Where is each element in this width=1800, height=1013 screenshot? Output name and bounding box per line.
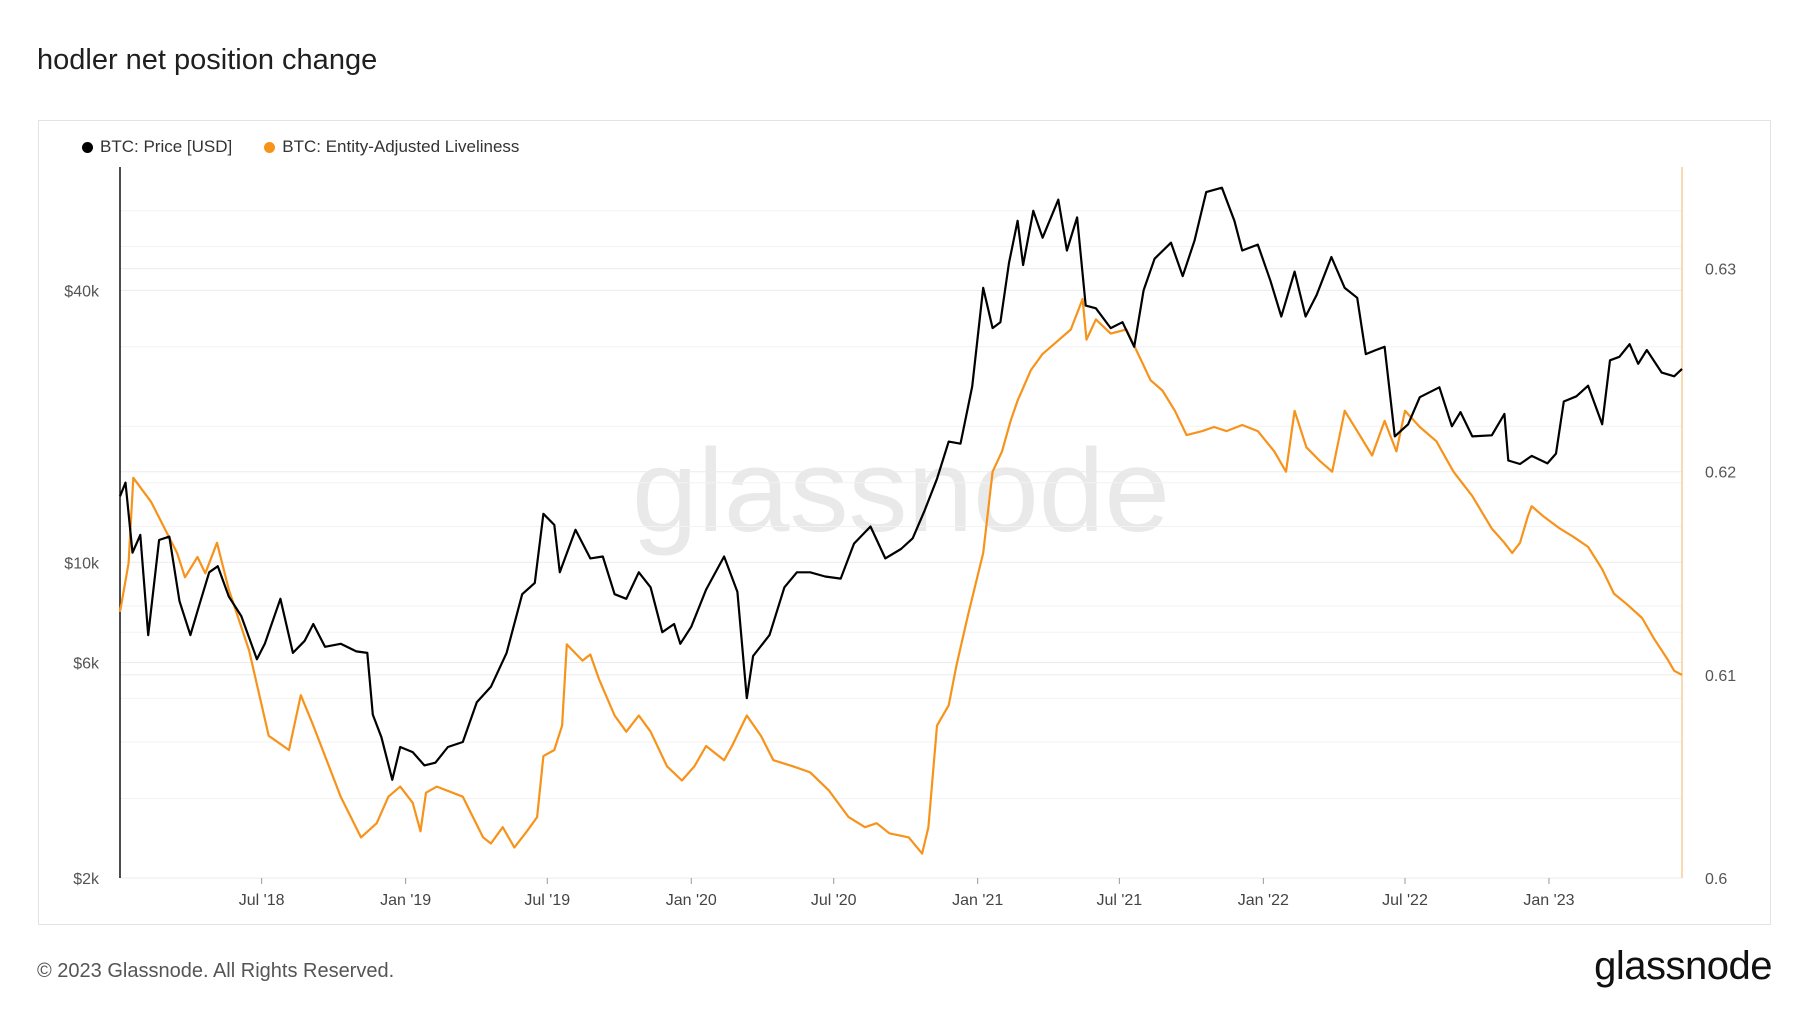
line-chart: glassnode $2k $6k $10k $40k 0.6 0.61 0.62 0.63 Ju… [64,167,1736,909]
x-axis-tick-label: Jan '20 [666,892,717,909]
x-axis-tick-label: Jan '21 [952,892,1003,909]
right-axis-tick-label: 0.6 [1705,871,1727,888]
right-axis-tick-label: 0.62 [1705,465,1736,482]
watermark-text: glassnode [632,425,1170,557]
x-axis-tick-label: Jul '21 [1096,892,1142,909]
copyright-text: © 2023 Glassnode. All Rights Reserved. [37,960,395,982]
legend-item-liveliness[interactable]: BTC: Entity-Adjusted Liveliness [264,137,519,157]
left-axis-tick-label: $6k [73,655,100,672]
legend-item-price[interactable]: BTC: Price [USD] [82,137,232,157]
chart-card: BTC: Price [USD] BTC: Entity-Adjusted Li… [38,120,1771,925]
glassnode-logo: glassnode [1594,944,1772,988]
legend-price-label: BTC: Price [USD] [100,137,233,156]
x-axis-tick-label: Jan '19 [380,892,431,909]
legend: BTC: Price [USD] BTC: Entity-Adjusted Li… [82,137,519,157]
legend-liveliness-label: BTC: Entity-Adjusted Liveliness [282,137,520,156]
left-axis-tick-label: $2k [73,871,100,888]
right-axis-tick-label: 0.61 [1705,668,1736,685]
right-axis-tick-label: 0.63 [1705,262,1736,279]
left-axis-tick-label: $10k [64,555,100,572]
x-axis-tick-label: Jul '20 [811,892,857,909]
legend-price-dot-icon [82,141,93,153]
x-axis-tick-label: Jul '19 [524,892,570,909]
left-axis-tick-label: $40k [64,283,100,300]
x-axis-tick-label: Jan '22 [1238,892,1289,909]
page-title: hodler net position change [37,44,378,76]
x-axis-tick-label: Jul '22 [1382,892,1428,909]
x-axis-tick-label: Jan '23 [1523,892,1574,909]
series-line-price [118,186,1683,781]
x-axis-tick-label: Jul '18 [239,892,285,909]
legend-liveliness-dot-icon [264,141,276,153]
series-line-liveliness [118,297,1683,855]
